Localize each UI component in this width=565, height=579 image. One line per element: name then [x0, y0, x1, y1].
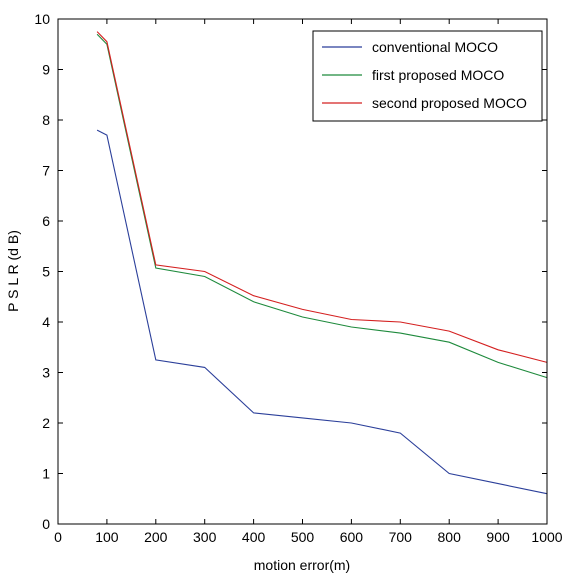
series-line-2 — [96, 33, 548, 379]
y-tick-label: 7 — [42, 163, 50, 179]
y-tick-label: 2 — [42, 415, 50, 431]
x-tick-label: 0 — [54, 529, 62, 545]
series-layer — [96, 31, 548, 495]
y-tick-label: 9 — [42, 62, 50, 78]
x-tick-label: 100 — [95, 529, 119, 545]
x-tick-label: 700 — [389, 529, 413, 545]
legend-label-2: first proposed MOCO — [372, 67, 504, 83]
y-tick-label: 5 — [42, 264, 50, 280]
x-tick-label: 1000 — [531, 529, 562, 545]
x-axis-title: motion error(m) — [254, 557, 350, 573]
y-tick-label: 0 — [42, 516, 50, 532]
x-tick-label: 400 — [242, 529, 266, 545]
y-axis-title: P S L R (d B) — [5, 230, 21, 312]
x-tick-label: 800 — [438, 529, 462, 545]
y-tick-label: 1 — [42, 466, 50, 482]
x-tick-label: 900 — [486, 529, 510, 545]
y-tick-label: 10 — [34, 11, 50, 27]
y-tick-label: 3 — [42, 365, 50, 381]
x-tick-label: 500 — [291, 529, 315, 545]
y-tick-label: 4 — [42, 314, 50, 330]
legend: conventional MOCO first proposed MOCO seco… — [312, 30, 543, 122]
legend-label-3: second proposed MOCO — [372, 95, 527, 111]
legend-label-1: conventional MOCO — [372, 39, 498, 55]
series-line-3 — [96, 31, 548, 363]
y-axis-ticks: 0 1 2 3 4 5 6 7 8 9 10 — [34, 11, 547, 532]
y-tick-label: 6 — [42, 213, 50, 229]
x-tick-label: 200 — [144, 529, 168, 545]
series-line-1 — [96, 129, 548, 495]
plot-frame — [57, 18, 548, 525]
y-tick-label: 8 — [42, 112, 50, 128]
x-axis-ticks: 0 100 200 300 400 500 600 700 800 900 1000 — [54, 19, 563, 545]
x-tick-label: 300 — [193, 529, 217, 545]
legend-box — [312, 30, 543, 122]
x-tick-label: 600 — [340, 529, 364, 545]
